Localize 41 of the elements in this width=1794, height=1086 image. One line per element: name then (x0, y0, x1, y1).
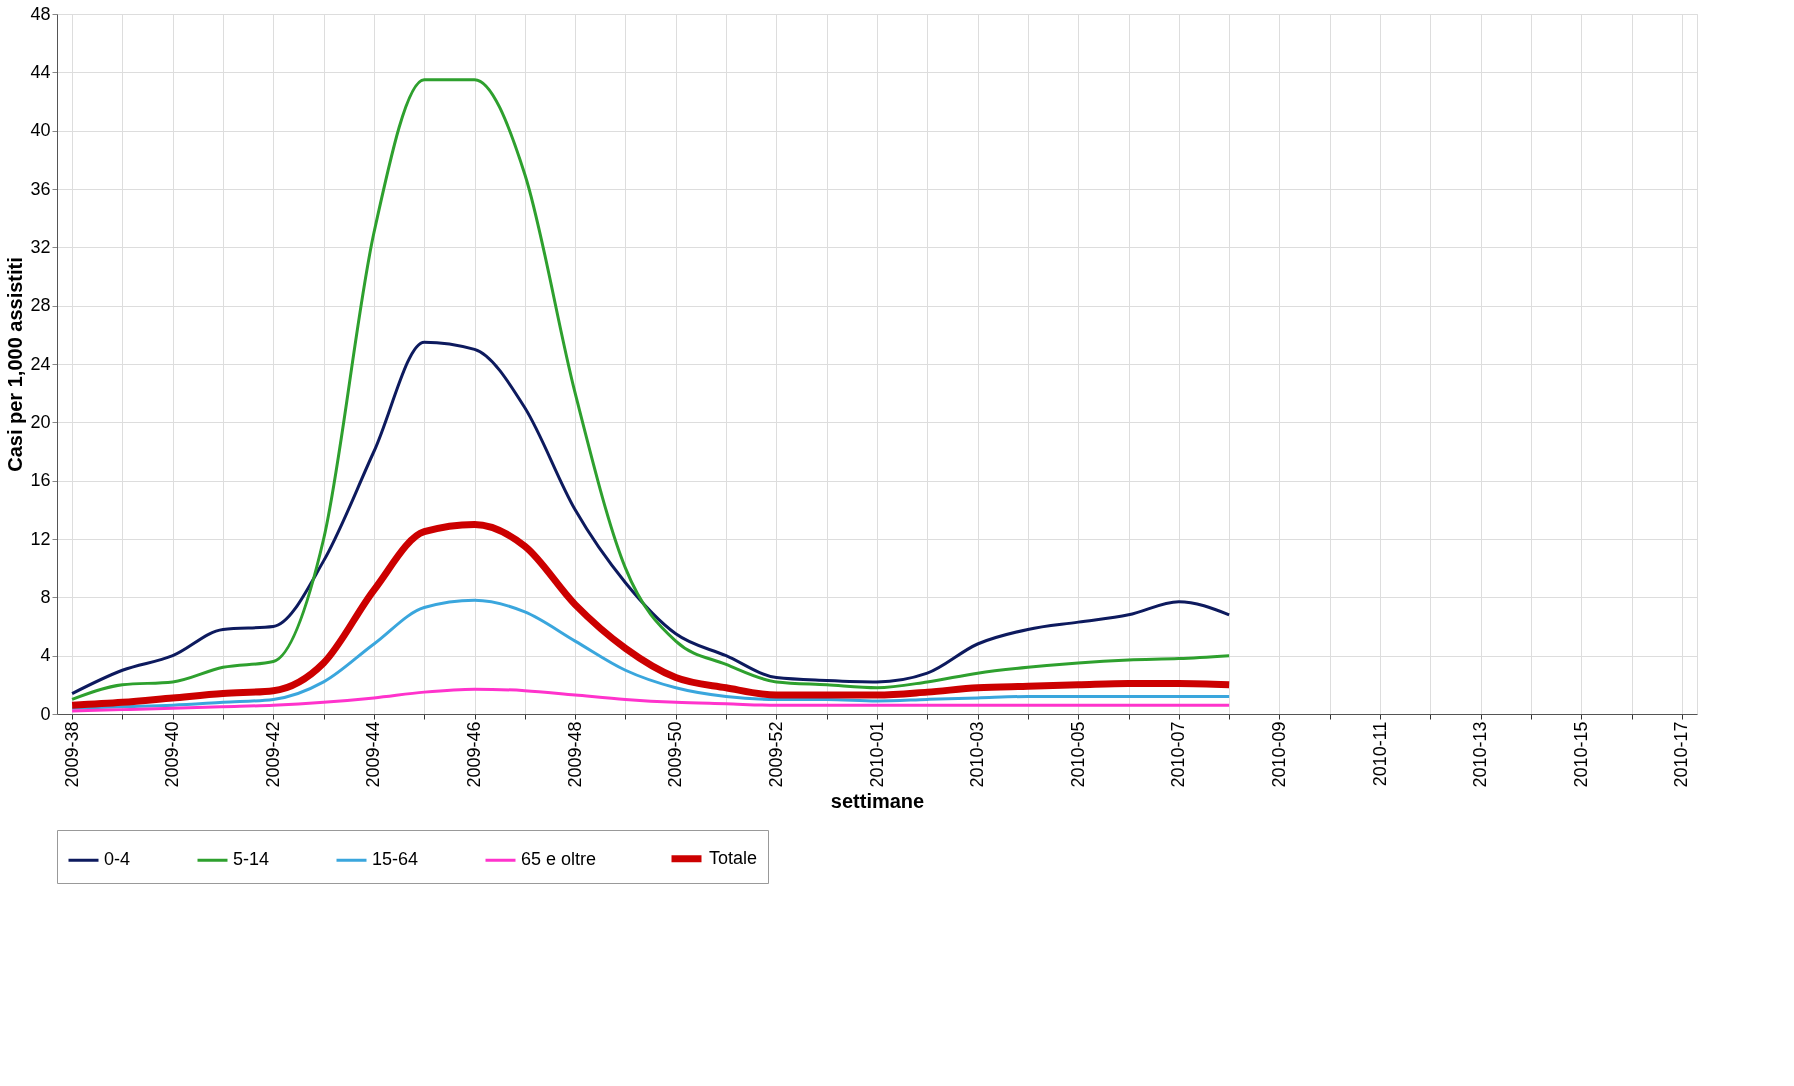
y-tick-label: 40 (30, 120, 51, 141)
y-tick-label: 36 (30, 178, 51, 199)
y-tick-label: 20 (30, 411, 51, 432)
x-tick-label: 2010-13 (1470, 721, 1491, 788)
y-tick-label: 16 (30, 470, 51, 491)
y-tick-label: 4 (40, 645, 51, 666)
y-tick-label: 24 (30, 353, 51, 374)
y-tick-label: 48 (30, 3, 51, 24)
legend-label: 15-64 (372, 849, 419, 870)
x-tick-label: 2009-46 (464, 721, 485, 788)
y-tick-label: 8 (40, 586, 51, 607)
legend-label: 0-4 (104, 849, 131, 870)
x-tick-label: 2009-44 (363, 721, 384, 788)
x-tick-label: 2009-40 (162, 721, 183, 788)
x-tick-label: 2010-03 (967, 721, 988, 788)
x-tick-label: 2010-15 (1570, 721, 1591, 788)
x-tick-label: 2010-01 (866, 721, 887, 788)
x-tick-label: 2009-42 (262, 721, 283, 788)
legend-label: 65 e oltre (521, 849, 597, 870)
y-tick-label: 44 (30, 61, 51, 82)
x-tick-label: 2010-07 (1168, 721, 1189, 788)
x-tick-label: 2009-48 (564, 721, 585, 788)
x-tick-label: 2009-52 (765, 721, 786, 788)
legend-label: Totale (709, 847, 758, 868)
line-series (70, 687, 1231, 713)
line-series (70, 598, 1231, 710)
line-series (70, 340, 1231, 696)
x-tick-label: 2010-05 (1067, 721, 1088, 788)
x-tick-label: 2009-38 (61, 721, 82, 788)
line-series (70, 78, 1231, 701)
x-tick-label: 2010-09 (1268, 721, 1289, 788)
x-tick-label: 2010-17 (1671, 721, 1692, 788)
legend-label: 5-14 (233, 849, 270, 870)
y-axis-title: Casi per 1,000 assistiti (4, 257, 27, 472)
y-tick-label: 28 (30, 295, 51, 316)
y-tick-label: 32 (30, 236, 51, 257)
x-tick-label: 2010-11 (1369, 721, 1390, 787)
y-tick-label: 12 (30, 528, 51, 549)
x-axis-title: settimane (830, 789, 925, 812)
y-tick-label: 0 (40, 703, 51, 724)
x-tick-label: 2009-50 (665, 721, 686, 788)
